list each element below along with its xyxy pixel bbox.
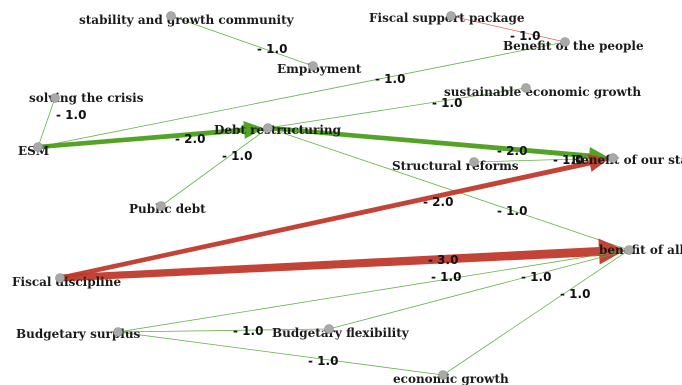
node-label: Employment [277,62,362,76]
edge-weight-label: - 1.0 [560,287,590,301]
edge-solving-crisis-to-esm [37,97,56,148]
edge-weight-label: - 1.0 [521,270,551,284]
edge-benefit-people-to-esm [37,41,566,148]
node-label: Public debt [129,202,206,216]
node-label: Benefit of the people [503,39,644,53]
edge-budgetary-surplus-to-benefit-all [117,249,630,333]
node-label: Fiscal discipline [12,275,121,289]
edge-budgetary-surplus-to-economic-growth [117,331,444,376]
node-label: economic growth [393,372,509,385]
node-marker [55,273,65,283]
node-esm[interactable]: ESM [18,142,49,159]
node-label: stability and growth community [79,13,295,27]
edge-weight-label: - 1.0 [308,354,338,368]
edge-weight-label: - 1.0 [497,204,527,218]
node-budgetary-surplus[interactable]: Budgetary surplus [16,327,141,341]
node-public-debt[interactable]: Public debt [129,201,206,217]
edge-weight-label: - 1.0 [431,270,461,284]
node-marker [113,327,123,337]
node-marker [166,11,176,21]
node-solving-crisis[interactable]: solving the crisis [29,91,144,105]
node-label: Debt restructuring [214,123,342,137]
node-sustainable-growth[interactable]: sustainable economic growth [444,83,641,100]
nodes-layer: stability and growth community Fiscal sup… [12,11,682,385]
node-employment[interactable]: Employment [277,61,362,77]
node-marker [560,37,570,47]
edge-labels-layer: - 1.0 - 1.0 - 1.0 - 1.0 - 1.0 - 2.0 - 2.0 - 1.0… [56,29,590,368]
node-budgetary-flexibility[interactable]: Budgetary flexibility [272,324,410,341]
node-marker [446,11,456,21]
edge-sustainable-growth-to-debt-restructuring [267,87,527,129]
node-benefit-state[interactable]: Benefit of our state [571,153,682,167]
edge-fiscal-discipline-to-benefit-state [59,154,610,281]
edge-fiscal-support-to-benefit-people [450,15,566,43]
edge-economic-growth-to-benefit-all [442,249,630,376]
edges-layer [37,15,630,376]
edge-fiscal-discipline-to-benefit-all [59,238,626,282]
node-fiscal-discipline[interactable]: Fiscal discipline [12,273,121,290]
node-marker [156,201,166,211]
node-benefit-all[interactable]: benefit of all [599,243,682,257]
edge-weight-label: - 2.0 [497,144,527,158]
edge-weight-label: - 1.0 [432,96,462,110]
edge-weight-label: - 2.0 [423,195,453,209]
node-marker [521,83,531,93]
node-label: Structural reforms [392,159,519,173]
edge-weight-label: - 2.0 [175,132,205,146]
edge-weight-label: - 1.0 [56,108,86,122]
node-economic-growth[interactable]: economic growth [393,370,509,385]
edge-stability-to-employment [170,15,314,67]
edge-public-debt-to-debt-restructuring [160,127,269,207]
node-benefit-people[interactable]: Benefit of the people [503,37,644,54]
node-structural-reforms[interactable]: Structural reforms [392,157,519,174]
node-label: Benefit of our state [571,153,682,167]
edge-weight-label: - 1.0 [375,72,405,86]
node-label: benefit of all [599,243,682,257]
node-stability[interactable]: stability and growth community [79,11,295,28]
node-label: Budgetary surplus [16,327,141,341]
edge-esm-to-debt-restructuring [37,121,264,150]
node-label: solving the crisis [29,91,144,105]
node-marker [50,93,60,103]
edge-weight-label: - 1.0 [510,29,540,43]
edge-debt-restructuring-to-benefit-state [267,125,609,165]
node-marker [263,123,273,133]
edge-budgetary-surplus-to-budgetary-flexibility [117,328,330,333]
edge-weight-label: - 3.0 [428,253,458,267]
node-marker [33,142,43,152]
node-fiscal-support[interactable]: Fiscal support package [369,11,525,25]
node-marker [624,245,634,255]
node-marker [438,370,448,380]
node-marker [324,324,334,334]
node-marker [308,61,318,71]
node-debt-restructuring[interactable]: Debt restructuring [214,123,342,137]
edge-weight-label: - 1.0 [233,324,263,338]
edge-weight-label: - 1.0 [553,153,583,167]
node-marker [608,153,618,163]
node-label: Budgetary flexibility [272,326,410,340]
node-marker [469,157,479,167]
edge-debt-restructuring-to-benefit-all [267,127,630,251]
edge-weight-label: - 1.0 [222,149,252,163]
node-label: sustainable economic growth [444,85,641,99]
edge-budgetary-flexibility-to-benefit-all [328,249,630,330]
edge-weight-label: - 1.0 [257,42,287,56]
